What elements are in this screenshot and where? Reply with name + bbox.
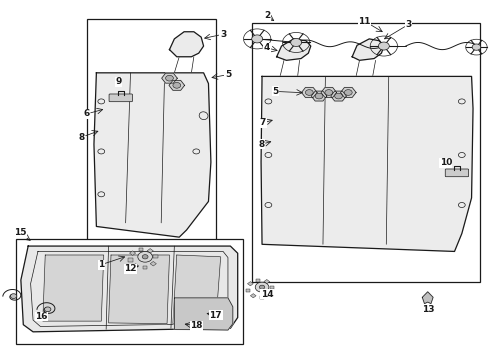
Bar [87, 19, 216, 257]
Polygon shape [321, 87, 337, 98]
Text: 6: 6 [83, 109, 90, 118]
Circle shape [315, 93, 323, 99]
Bar [267, 292, 272, 296]
Circle shape [138, 251, 152, 262]
Polygon shape [277, 39, 311, 60]
Text: 5: 5 [225, 70, 231, 79]
Text: 17: 17 [209, 311, 222, 320]
Bar [250, 294, 256, 298]
Polygon shape [173, 255, 220, 324]
Circle shape [255, 282, 269, 292]
Text: 13: 13 [422, 305, 435, 314]
Text: 1: 1 [98, 260, 104, 269]
Polygon shape [174, 298, 233, 330]
Bar [153, 255, 158, 258]
Polygon shape [352, 39, 384, 60]
Circle shape [378, 42, 390, 50]
Text: 3: 3 [220, 30, 226, 39]
Circle shape [335, 93, 343, 99]
Text: 16: 16 [35, 312, 48, 321]
Circle shape [291, 39, 302, 46]
Polygon shape [422, 292, 433, 303]
Bar [143, 266, 147, 269]
Bar [264, 279, 270, 284]
Bar [252, 23, 480, 282]
Circle shape [252, 35, 263, 43]
Bar [256, 279, 260, 282]
Text: 2: 2 [264, 11, 270, 20]
Bar [133, 264, 139, 268]
Polygon shape [169, 80, 185, 90]
Text: 18: 18 [190, 321, 202, 330]
Bar [16, 239, 243, 344]
Polygon shape [311, 91, 327, 101]
Polygon shape [170, 32, 203, 57]
Polygon shape [109, 255, 170, 324]
Bar [247, 282, 253, 286]
Bar [139, 248, 143, 251]
Text: 11: 11 [358, 17, 370, 26]
Text: 12: 12 [124, 264, 137, 273]
Circle shape [173, 82, 181, 88]
Circle shape [472, 44, 481, 50]
Text: 8: 8 [258, 140, 265, 149]
Polygon shape [43, 255, 104, 321]
Polygon shape [94, 73, 211, 237]
Text: 3: 3 [405, 20, 411, 29]
Text: 15: 15 [14, 228, 26, 237]
Circle shape [305, 90, 313, 95]
Circle shape [10, 294, 17, 298]
Bar [128, 258, 133, 262]
Text: 9: 9 [115, 77, 122, 86]
Circle shape [166, 75, 173, 81]
Bar [246, 289, 250, 292]
Polygon shape [261, 76, 473, 251]
Text: 10: 10 [440, 158, 452, 167]
Circle shape [45, 307, 51, 312]
Bar [270, 286, 273, 289]
FancyBboxPatch shape [109, 94, 132, 102]
Bar [129, 251, 136, 255]
Polygon shape [331, 91, 346, 101]
Text: 8: 8 [79, 132, 85, 141]
FancyBboxPatch shape [445, 169, 468, 177]
Text: 4: 4 [264, 43, 270, 52]
Bar [150, 261, 156, 266]
Circle shape [142, 255, 148, 259]
Polygon shape [341, 87, 356, 98]
Bar [260, 296, 264, 299]
Circle shape [259, 285, 265, 289]
Text: 14: 14 [261, 290, 273, 299]
Circle shape [325, 90, 333, 95]
Circle shape [344, 90, 352, 95]
Polygon shape [162, 73, 177, 83]
Polygon shape [301, 87, 317, 98]
Polygon shape [21, 246, 238, 332]
Text: 7: 7 [260, 118, 266, 127]
Text: 5: 5 [272, 87, 278, 96]
Bar [147, 248, 153, 253]
